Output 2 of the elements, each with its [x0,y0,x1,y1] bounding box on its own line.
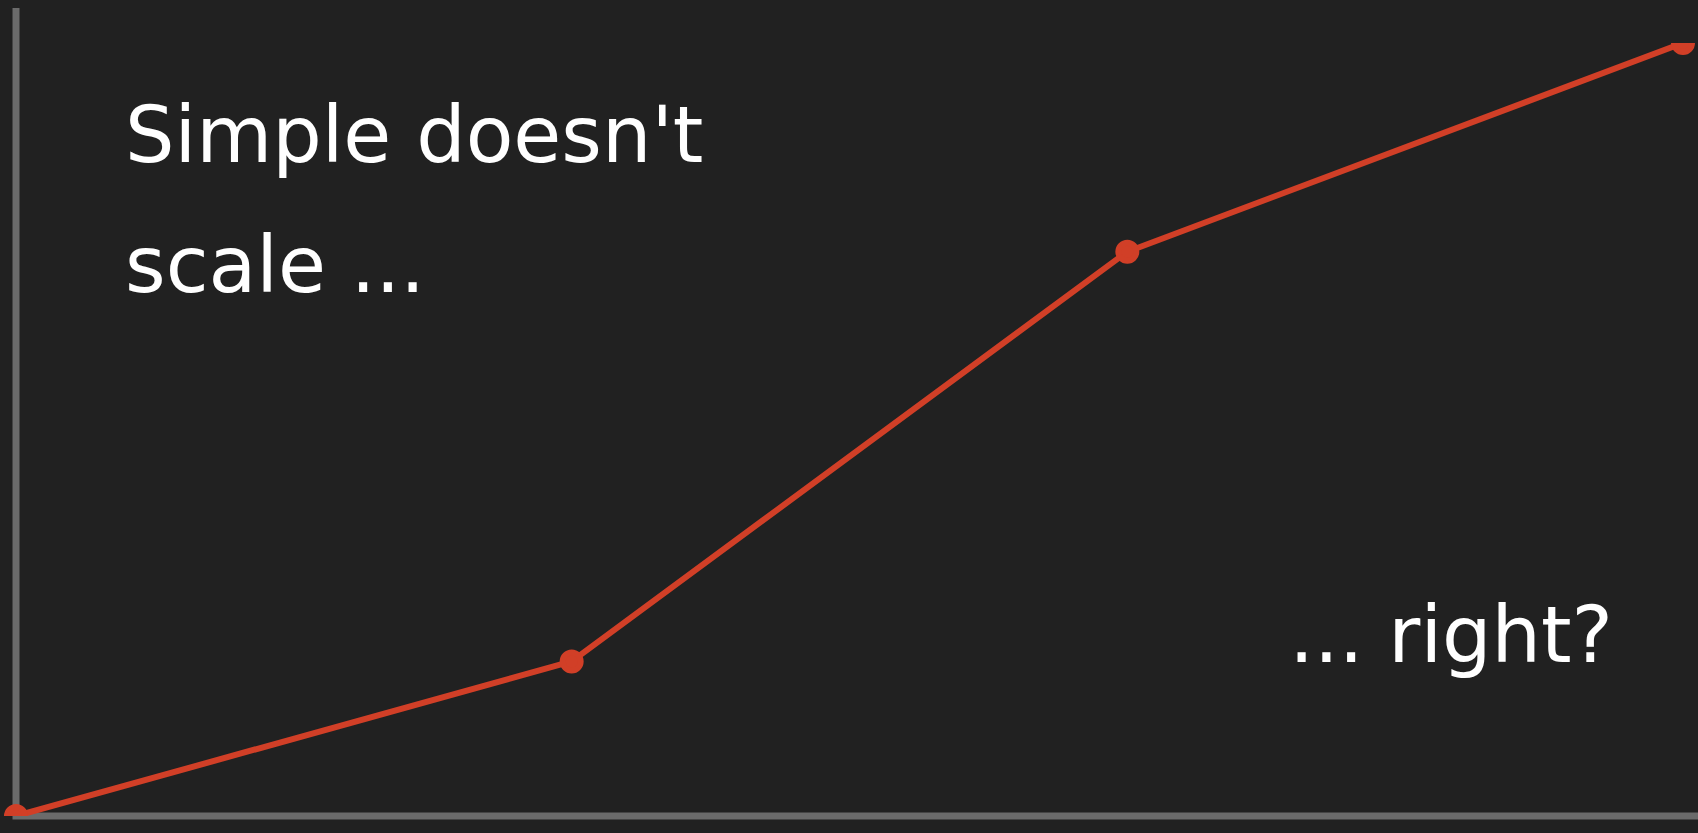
annotation: Simple doesn't scale ... [125,89,705,312]
annotation: ... right? [1289,589,1613,682]
